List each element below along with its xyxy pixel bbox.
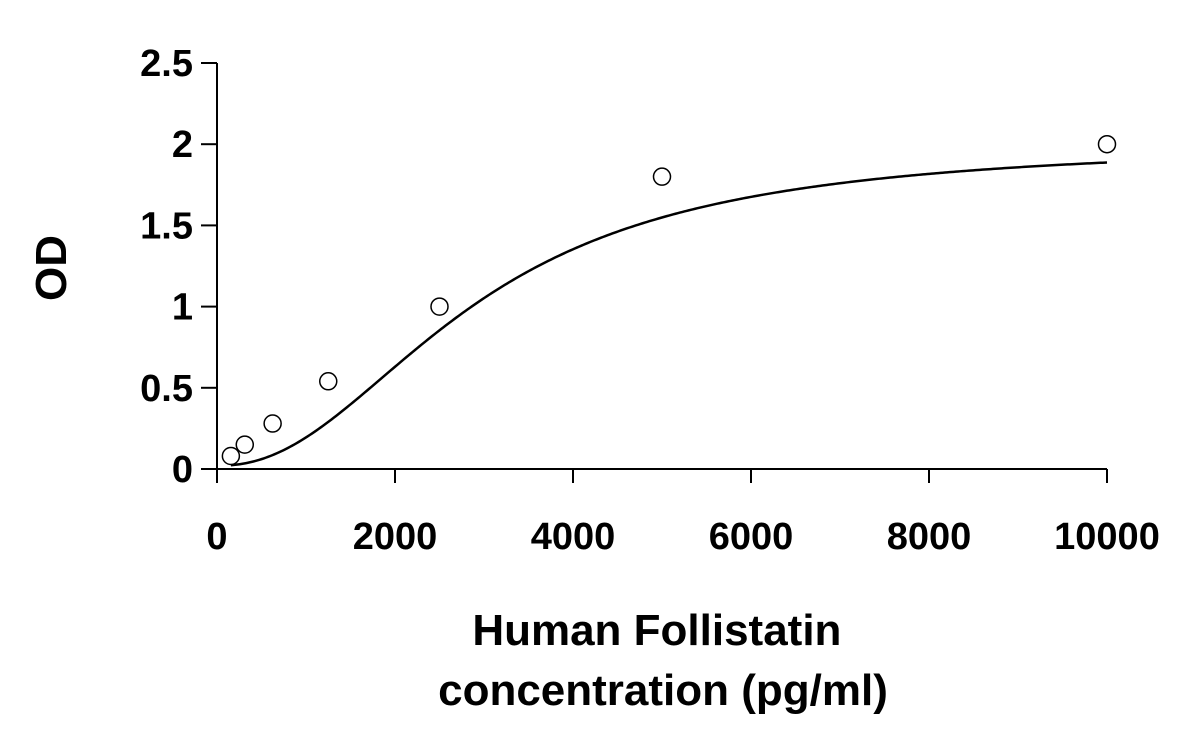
data-point <box>1097 134 1117 154</box>
x-axis-title-line-2: concentration (pg/ml) <box>438 666 888 715</box>
data-points <box>221 134 1117 466</box>
y-tick-label: 2.5 <box>140 43 193 85</box>
y-tick-label: 2 <box>172 124 193 166</box>
x-axis-title: Human Follistatin concentration (pg/ml) <box>438 606 888 715</box>
y-tick-label: 0.5 <box>140 368 193 410</box>
data-point <box>319 372 338 391</box>
x-tick-label: 2000 <box>353 516 438 558</box>
y-tick-label: 1.5 <box>140 205 193 247</box>
x-axis-title-line-1: Human Follistatin <box>472 606 841 655</box>
y-axis-title: OD <box>27 235 76 301</box>
x-ticks: 0 2000 4000 6000 8000 10000 <box>206 469 1160 558</box>
x-tick-label: 6000 <box>709 516 794 558</box>
data-point <box>221 446 241 466</box>
data-point <box>430 297 449 316</box>
data-point <box>263 414 282 433</box>
fit-curve <box>230 161 1108 467</box>
data-point <box>235 435 255 454</box>
x-tick-label: 0 <box>206 516 227 558</box>
y-ticks: 0 0.5 1 1.5 2 2.5 <box>140 43 217 491</box>
x-tick-label: 8000 <box>887 516 972 558</box>
y-tick-label: 1 <box>172 287 193 329</box>
x-tick-label: 4000 <box>531 516 616 558</box>
axes <box>216 63 1107 470</box>
x-tick-label: 10000 <box>1054 516 1160 558</box>
y-tick-label: 0 <box>172 449 193 491</box>
data-point <box>652 167 672 186</box>
